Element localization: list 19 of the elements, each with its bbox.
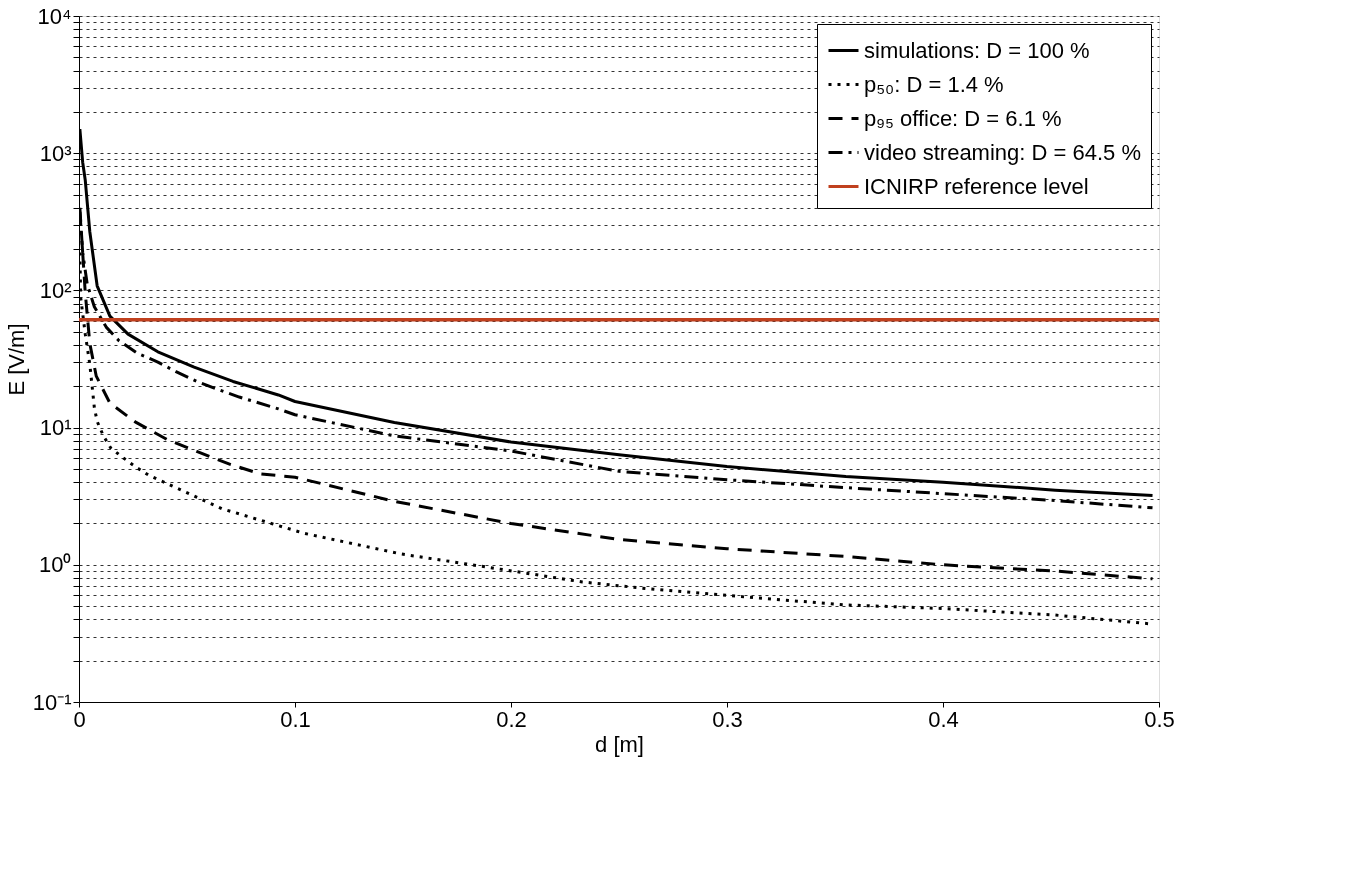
y-tick-label: 10⁻¹ <box>32 689 72 715</box>
y-tick-label: 10³ <box>39 140 72 166</box>
x-tick-label: 0.2 <box>496 706 527 732</box>
x-axis-title: d [m] <box>595 731 644 757</box>
legend-label: video streaming: D = 64.5 % <box>864 139 1141 165</box>
y-axis-title: E [V/m] <box>3 323 29 396</box>
y-tick-label: 10⁴ <box>37 3 72 29</box>
legend-label: ICNIRP reference level <box>864 173 1089 199</box>
x-tick-label: 0.3 <box>712 706 743 732</box>
y-tick-label: 10⁰ <box>39 552 72 578</box>
legend-label: p₅₀: D = 1.4 % <box>864 71 1004 97</box>
y-tick-label: 10² <box>39 277 72 303</box>
legend-label: p₉₅ office: D = 6.1 % <box>864 105 1062 131</box>
x-tick-label: 0.1 <box>280 706 311 732</box>
x-tick-label: 0 <box>73 706 86 732</box>
legend-label: simulations: D = 100 % <box>864 37 1090 63</box>
x-tick-label: 0.5 <box>1144 706 1175 732</box>
y-tick-label: 10¹ <box>39 415 72 441</box>
x-tick-label: 0.4 <box>928 706 959 732</box>
